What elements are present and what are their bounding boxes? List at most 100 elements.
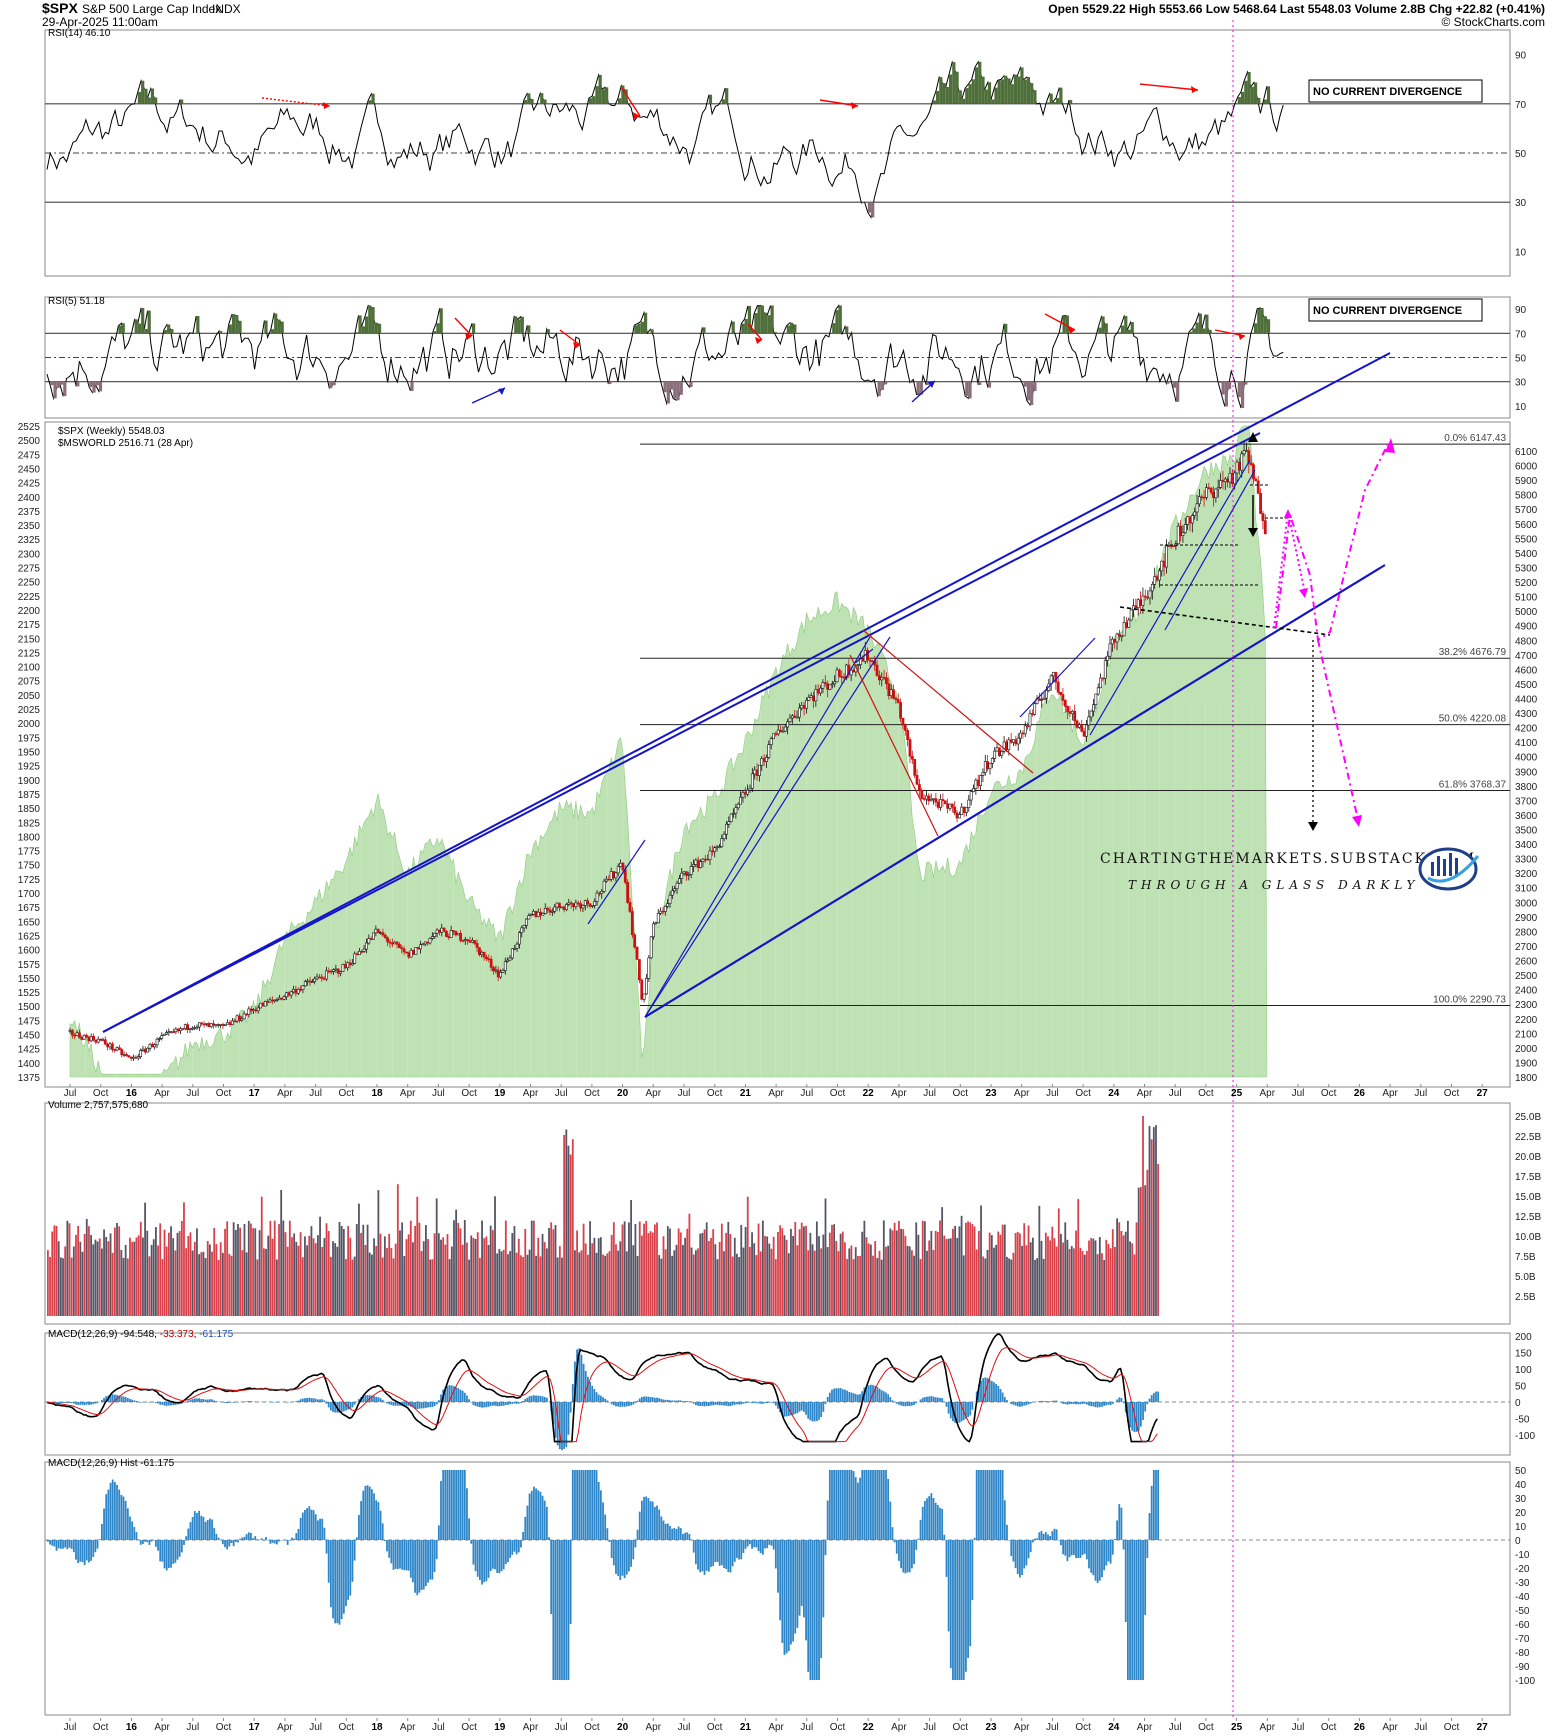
macd-hist-bar — [729, 1402, 732, 1407]
volume-bar — [396, 1184, 399, 1316]
candle — [186, 1024, 190, 1031]
candle — [1214, 488, 1218, 499]
hist-bar — [1012, 1540, 1015, 1562]
candle — [1141, 595, 1145, 606]
macd-hist-bar — [440, 1394, 442, 1402]
hist-bar — [327, 1540, 330, 1583]
hist-bar — [934, 1502, 937, 1540]
candle — [1139, 599, 1142, 606]
candle — [969, 791, 973, 801]
macd-hist-bar — [221, 1402, 224, 1403]
candle — [809, 695, 813, 698]
candle — [381, 932, 385, 936]
hist-bar — [81, 1540, 84, 1563]
hist-bar — [323, 1527, 326, 1540]
macd-hist-bar — [800, 1402, 803, 1411]
volume-bar — [204, 1258, 207, 1316]
volume-bar — [649, 1231, 652, 1316]
candle — [1235, 461, 1239, 474]
macd-hist-bar — [569, 1402, 572, 1413]
candle — [894, 697, 898, 700]
hist-bar — [1137, 1540, 1140, 1680]
divergence-arrow — [1139, 83, 1199, 91]
hist-bar — [1144, 1540, 1147, 1615]
hist-bar — [1077, 1540, 1080, 1558]
macd-hist-bar — [1068, 1402, 1071, 1405]
hist-bar — [401, 1540, 404, 1570]
oversold-fill — [332, 381, 336, 386]
macd-hist-bar — [956, 1402, 959, 1423]
hist-bar — [66, 1540, 69, 1550]
arrow-head-icon — [633, 112, 640, 119]
volume-bar — [463, 1220, 466, 1316]
volume-bar — [273, 1220, 276, 1316]
macd-hist-bar — [198, 1398, 200, 1402]
right-axis-tick: 4400 — [1515, 694, 1538, 705]
macd-hist-bar — [602, 1397, 604, 1402]
volume-bar — [902, 1229, 905, 1316]
macd-hist-bar — [1027, 1402, 1030, 1405]
volume-bar — [593, 1237, 596, 1316]
candle — [254, 1009, 258, 1012]
hist-bar — [893, 1540, 896, 1543]
candle — [550, 911, 554, 913]
overbought-fill — [764, 312, 768, 334]
hist-bar — [193, 1511, 196, 1540]
hist-bar — [526, 1505, 529, 1540]
macd-hist-bar — [682, 1401, 684, 1402]
oversold-fill — [1224, 381, 1228, 407]
overbought-fill — [517, 319, 521, 334]
oversold-fill — [880, 381, 885, 390]
volume-label: Volume 2,757,575,680 — [48, 1100, 149, 1111]
overbought-fill — [981, 76, 985, 104]
volume-bar — [977, 1230, 980, 1316]
volume-bar — [466, 1242, 468, 1316]
overbought-fill — [832, 323, 836, 334]
hist-bar — [522, 1531, 524, 1540]
x-axis-label: 26 — [1354, 1088, 1366, 1099]
x-axis-label: 27 — [1477, 1088, 1489, 1099]
volume-bar — [254, 1228, 257, 1316]
hist-bar — [319, 1518, 321, 1540]
macd-hist-bar — [1098, 1402, 1101, 1408]
hist-bar — [742, 1540, 745, 1554]
hist-bar — [651, 1501, 654, 1540]
volume-bar — [658, 1255, 661, 1316]
candle — [336, 968, 340, 974]
macd-hist-bar — [502, 1402, 505, 1406]
overbought-fill — [939, 77, 943, 104]
macd-hist-bar — [511, 1402, 514, 1404]
volume-bar — [863, 1220, 866, 1316]
hist-bar — [688, 1534, 691, 1540]
hist-bar — [334, 1540, 337, 1624]
candle — [146, 1047, 150, 1053]
hist-bar — [364, 1485, 367, 1540]
candle — [228, 1022, 232, 1025]
hist-bar — [338, 1540, 341, 1625]
fib-label: 61.8% 3768.37 — [1439, 779, 1507, 790]
volume-bar — [1060, 1233, 1062, 1316]
volume-bar — [1012, 1252, 1015, 1316]
macd-hist-bar — [422, 1402, 425, 1409]
hist-bar — [172, 1540, 175, 1564]
macd-hist-bar — [621, 1402, 624, 1407]
divergence-arrow — [747, 323, 763, 341]
left-axis-tick: 2325 — [18, 535, 41, 546]
macd-hist-bar — [412, 1402, 414, 1408]
volume-bar — [731, 1256, 734, 1316]
macd-hist-bar — [619, 1402, 622, 1408]
macd-hist-bar — [1075, 1402, 1077, 1405]
candle — [856, 664, 860, 666]
overbought-fill — [196, 316, 200, 334]
hist-bar — [219, 1539, 222, 1541]
x-axis-label: Apr — [154, 1722, 170, 1733]
overbought-fill — [238, 320, 242, 334]
volume-bar — [232, 1222, 235, 1316]
hist-bar — [304, 1509, 306, 1540]
overbought-fill — [180, 99, 184, 104]
hist-bar — [686, 1532, 689, 1540]
hist-bar — [437, 1525, 440, 1540]
macd-hist-bar — [798, 1402, 801, 1412]
volume-bar — [820, 1248, 823, 1316]
macd-hist-bar — [898, 1402, 900, 1405]
